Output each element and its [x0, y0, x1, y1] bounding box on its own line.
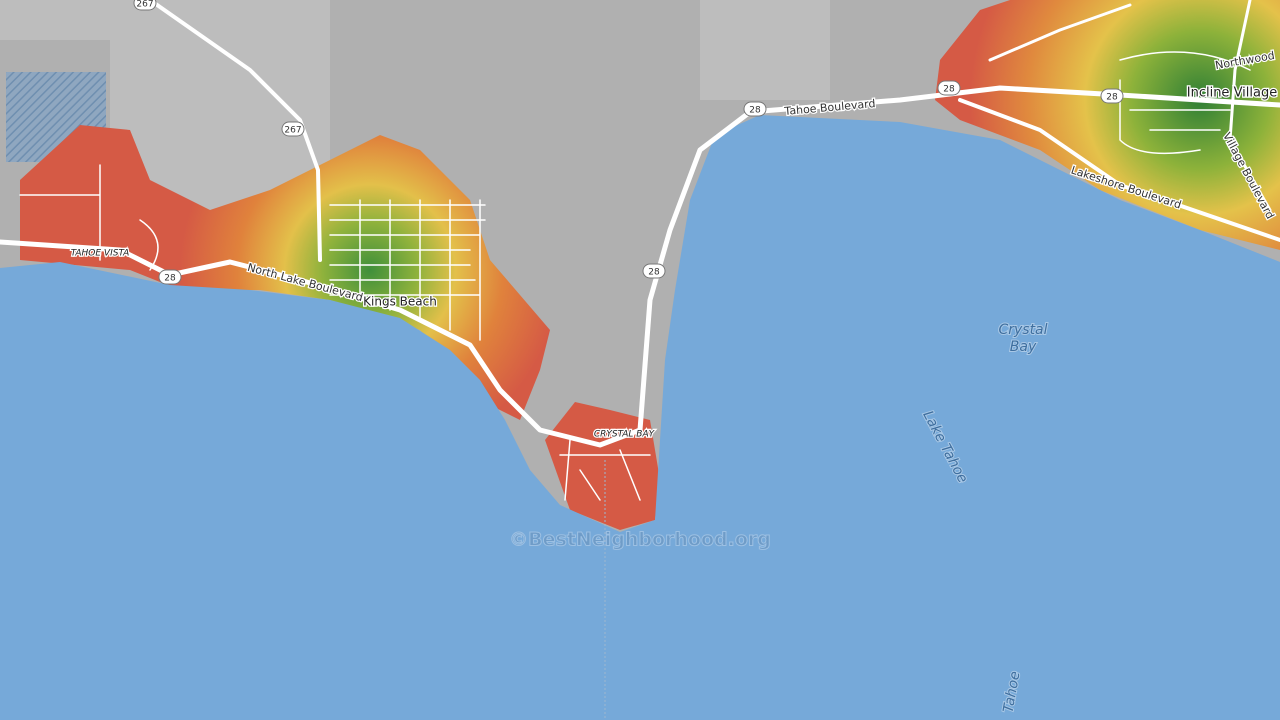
place-label: Incline Village [1187, 86, 1277, 101]
route-number: 267 [136, 0, 153, 10]
route-number: 28 [943, 85, 955, 95]
route-shield [937, 80, 961, 96]
heat-region [935, 0, 1280, 250]
route-shield [281, 121, 305, 137]
developed-area [0, 0, 830, 230]
roads [0, 0, 1280, 501]
place-label: Kings Beach [363, 295, 437, 309]
place-label: CRYSTAL BAY [594, 430, 656, 440]
route-shield [1100, 88, 1124, 104]
route-number: 28 [164, 274, 176, 284]
place-label: TAHOE VISTA [71, 249, 130, 259]
route-shield [158, 269, 182, 285]
water-label: Bay [1010, 339, 1037, 355]
water-label: Crystal [998, 322, 1047, 338]
route-number: 28 [648, 268, 660, 278]
route-number: 267 [284, 126, 301, 136]
heat-region [20, 125, 550, 420]
route-shield [642, 263, 666, 279]
lake [0, 115, 1280, 720]
route-number: 28 [749, 106, 761, 116]
route-shield [133, 0, 157, 11]
route-shield [743, 101, 767, 117]
route-number: 28 [1106, 93, 1118, 103]
watermark: ©BestNeighborhood.org [509, 529, 771, 551]
